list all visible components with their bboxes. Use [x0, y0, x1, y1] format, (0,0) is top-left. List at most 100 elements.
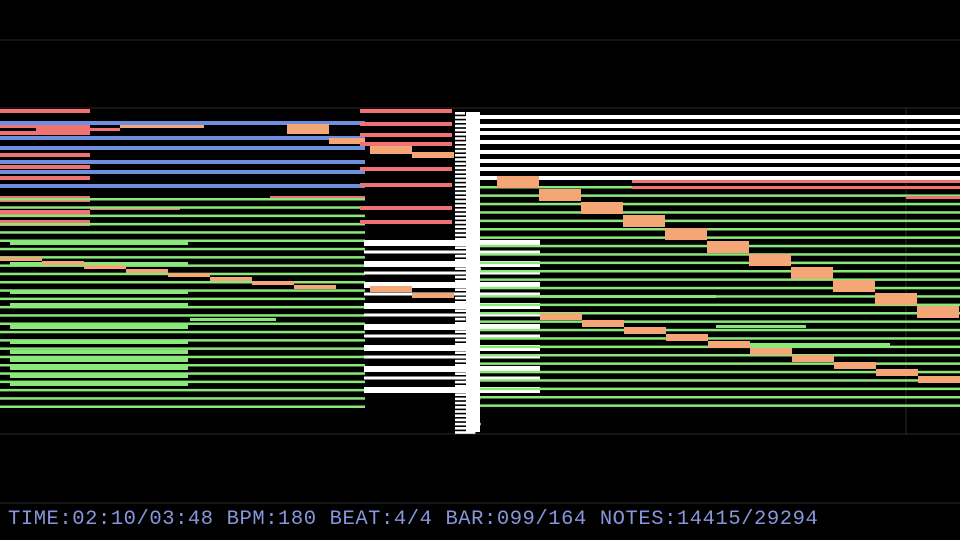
note [0, 153, 90, 157]
note [360, 122, 452, 126]
note [455, 364, 469, 367]
note [480, 337, 960, 340]
note [455, 410, 473, 413]
status-bpm: BPM:180 [226, 508, 317, 531]
note [455, 305, 474, 308]
note [364, 313, 540, 317]
note [624, 327, 666, 334]
status-notes: NOTES:14415/29294 [599, 508, 819, 531]
note [666, 334, 708, 341]
note [10, 241, 188, 245]
note [0, 222, 365, 226]
note [480, 202, 960, 206]
note [792, 355, 834, 362]
note [42, 261, 84, 265]
note [455, 149, 474, 153]
note [455, 330, 474, 333]
note [455, 238, 467, 241]
note [480, 253, 960, 256]
note [480, 140, 960, 144]
note [360, 142, 452, 146]
note [455, 343, 466, 346]
note [480, 176, 960, 180]
note [740, 343, 890, 346]
note [480, 295, 960, 298]
note [0, 165, 90, 169]
note [0, 198, 365, 201]
note [455, 250, 476, 254]
note [0, 372, 365, 375]
note [834, 362, 876, 369]
note [455, 128, 471, 132]
note [360, 167, 452, 171]
note [875, 293, 917, 305]
note [10, 340, 188, 344]
status-bar: TIME:02:10/03:48 BPM:180 BEAT:4/4 BAR:099/1… [8, 508, 831, 531]
note [455, 225, 475, 228]
note [455, 229, 473, 233]
note [455, 183, 469, 186]
note [364, 376, 540, 380]
note [480, 124, 960, 128]
note [455, 309, 471, 312]
note [0, 176, 90, 180]
note [10, 325, 188, 329]
note [480, 379, 960, 382]
note [455, 170, 477, 174]
note [370, 286, 412, 292]
note [480, 261, 960, 265]
note [0, 355, 365, 359]
note [480, 286, 960, 290]
note [623, 215, 665, 227]
note [370, 146, 412, 154]
note [360, 133, 452, 137]
note [364, 366, 540, 372]
note [455, 162, 466, 165]
note [364, 303, 540, 309]
note [455, 406, 475, 409]
note [84, 265, 126, 269]
note [632, 180, 960, 183]
note [10, 262, 188, 266]
note [540, 295, 716, 298]
note [0, 109, 90, 113]
note [480, 228, 960, 231]
note [455, 275, 476, 279]
note [455, 338, 469, 342]
note [455, 175, 474, 178]
note [0, 210, 90, 216]
note [0, 231, 365, 234]
note [918, 376, 960, 383]
note [455, 280, 473, 283]
note [455, 292, 466, 296]
note [480, 211, 960, 214]
note [665, 228, 707, 240]
note [750, 348, 792, 355]
note [0, 124, 90, 128]
note [10, 303, 188, 307]
note [364, 345, 540, 351]
status-beat: BEAT:4/4 [329, 508, 433, 531]
note [480, 312, 960, 315]
note [455, 284, 471, 287]
note [455, 187, 467, 191]
note [10, 290, 188, 294]
note [480, 362, 960, 365]
note [480, 370, 960, 374]
note [876, 369, 918, 376]
note [455, 334, 472, 338]
note [455, 389, 470, 392]
note [364, 355, 540, 359]
note [455, 313, 469, 317]
note [455, 145, 477, 149]
note [0, 170, 365, 174]
note [480, 150, 960, 154]
note [466, 112, 480, 432]
note [455, 380, 475, 384]
note [455, 200, 475, 203]
note [539, 189, 581, 201]
note [480, 328, 960, 332]
note [455, 233, 470, 237]
note [360, 183, 452, 187]
